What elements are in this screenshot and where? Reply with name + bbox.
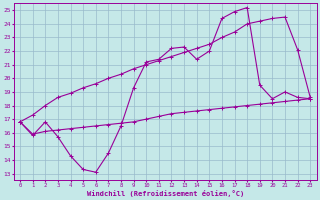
X-axis label: Windchill (Refroidissement éolien,°C): Windchill (Refroidissement éolien,°C) bbox=[86, 190, 244, 197]
